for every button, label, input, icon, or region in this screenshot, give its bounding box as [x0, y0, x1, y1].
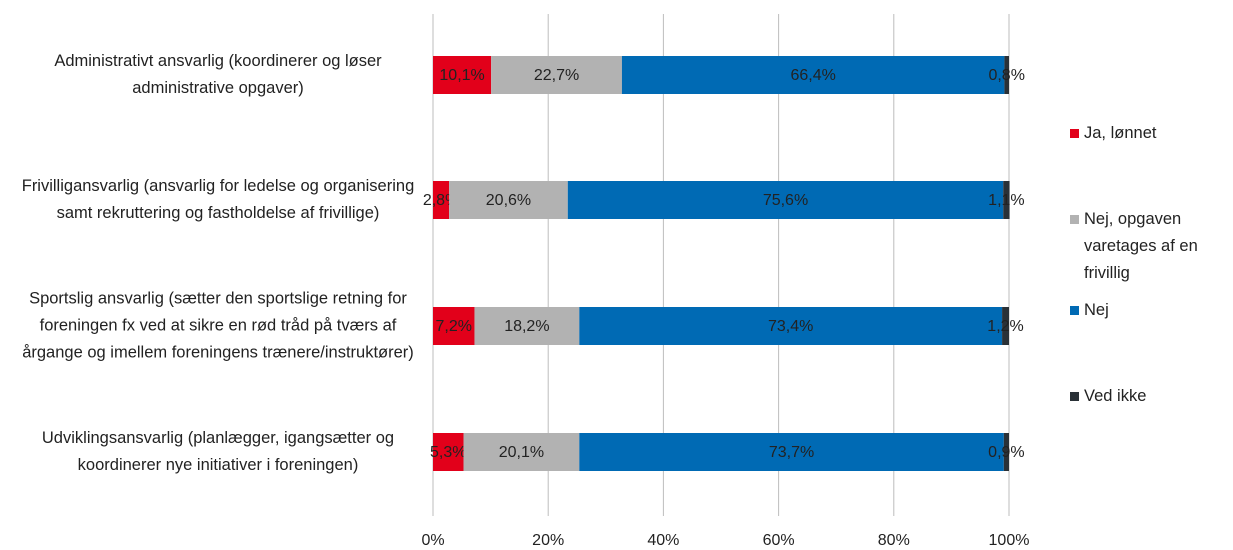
bar-segment: [474, 307, 580, 345]
value-label: 10,1%: [439, 67, 484, 84]
value-label: 18,2%: [504, 318, 549, 335]
bar-segment: [621, 56, 1005, 94]
bar-segment: [1003, 181, 1010, 219]
legend-label: Ved ikke: [1084, 387, 1147, 405]
legend-label: Nej, opgaven varetages af en frivillig: [1084, 210, 1198, 282]
x-tick-label: 80%: [878, 532, 910, 549]
value-label: 75,6%: [763, 192, 808, 209]
value-label: 0,9%: [988, 444, 1024, 461]
category-label: Frivilligansvarlig (ansvarlig for ledels…: [21, 177, 415, 222]
value-label: 5,3%: [430, 444, 466, 461]
x-tick-label: 20%: [532, 532, 564, 549]
bar-segment: [567, 181, 1004, 219]
bar-segment: [579, 433, 1004, 471]
bar-segment: [1004, 56, 1009, 94]
value-label: 0,8%: [988, 67, 1024, 84]
value-label: 20,6%: [486, 192, 531, 209]
x-tick-label: 0%: [421, 532, 444, 549]
bar-segment: [433, 433, 464, 471]
legend-swatch: [1070, 129, 1079, 138]
value-label: 73,7%: [769, 444, 814, 461]
legend-swatch: [1070, 392, 1079, 401]
value-label: 1,2%: [987, 318, 1023, 335]
category-label: Udviklingsansvarlig (planlægger, igangsæ…: [41, 429, 395, 474]
value-label: 20,1%: [499, 444, 544, 461]
bar-segment: [449, 181, 568, 219]
bar-segment: [579, 307, 1003, 345]
legend-label: Nej: [1084, 301, 1109, 319]
category-label: Administrativt ansvarlig (koordinerer og…: [54, 52, 382, 97]
bar-segment: [1002, 307, 1009, 345]
value-label: 7,2%: [436, 318, 472, 335]
legend-swatch: [1070, 215, 1079, 224]
x-tick-label: 60%: [763, 532, 795, 549]
bar-segment: [433, 56, 492, 94]
bar-segment: [1003, 433, 1009, 471]
x-tick-label: 40%: [647, 532, 679, 549]
legend-swatch: [1070, 306, 1079, 315]
value-label: 1,1%: [988, 192, 1024, 209]
legend-label: Ja, lønnet: [1084, 124, 1157, 142]
bar-segment: [491, 56, 622, 94]
bar-segment: [433, 307, 475, 345]
bar-segment: [433, 181, 450, 219]
value-label: 22,7%: [534, 67, 579, 84]
x-tick-label: 100%: [989, 532, 1030, 549]
category-label: Sportslig ansvarlig (sætter den sportsli…: [22, 289, 414, 362]
bar-segment: [463, 433, 580, 471]
value-label: 73,4%: [768, 318, 813, 335]
value-label: 66,4%: [790, 67, 835, 84]
